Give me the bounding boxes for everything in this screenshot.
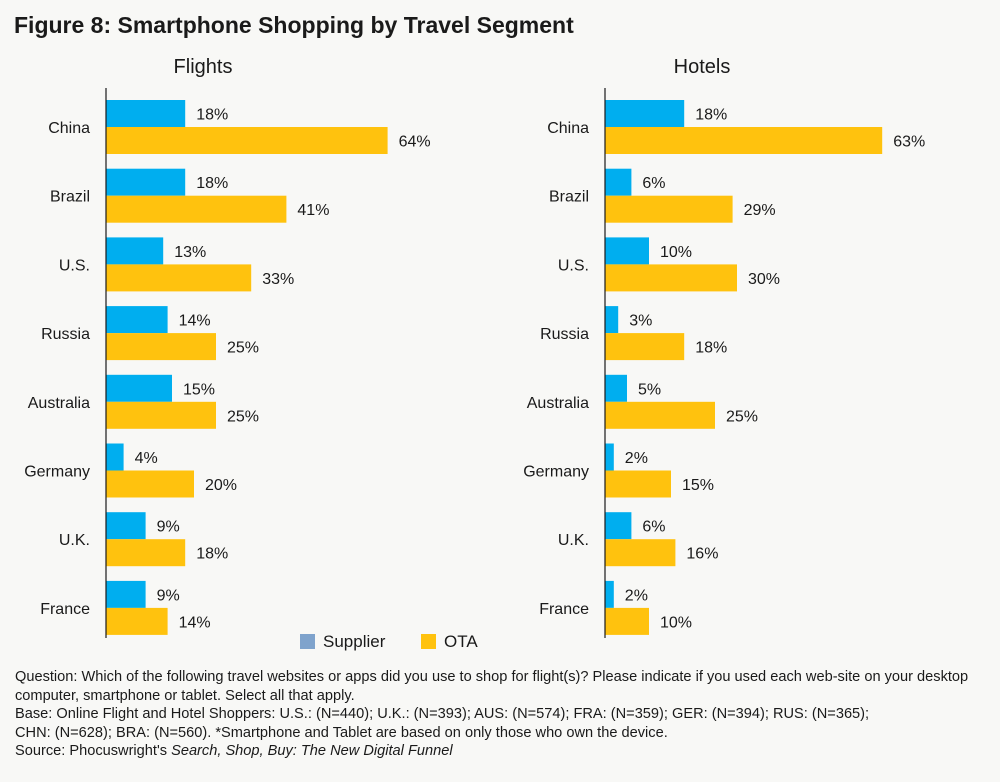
flights-supplier-value-u-s: 13%	[174, 244, 206, 261]
hotels-supplier-value-u-k: 6%	[642, 519, 665, 536]
flights-supplier-bar-u-k	[106, 512, 146, 540]
hotels-category-label-germany: Germany	[523, 464, 589, 481]
flights-supplier-bar-china	[106, 100, 186, 127]
flights-ota-bar-russia	[106, 333, 216, 361]
base-note-line-2: CHN: (N=628); BRA: (N=560). *Smartphone …	[15, 724, 668, 741]
hotels-ota-value-russia: 18%	[695, 340, 727, 357]
hotels-ota-bar-brazil	[605, 195, 733, 223]
source-prefix: Source: Phocuswright's	[15, 743, 172, 759]
flights-ota-bar-brazil	[106, 195, 287, 223]
hotels-ota-value-u-k: 16%	[686, 546, 718, 563]
hotels-ota-bar-u-k	[605, 539, 676, 567]
hotels-supplier-value-germany: 2%	[625, 450, 648, 467]
flights-category-label-u-k: U.K.	[59, 532, 90, 549]
flights-ota-bar-australia	[106, 401, 216, 429]
hotels-supplier-value-u-s: 10%	[660, 244, 692, 261]
flights-supplier-bar-u-s	[106, 237, 164, 265]
legend-label-supplier: Supplier	[323, 632, 386, 651]
hotels-supplier-value-china: 18%	[695, 107, 727, 124]
base-note-line-1: Base: Online Flight and Hotel Shoppers: …	[15, 706, 870, 722]
flights-ota-value-brazil: 41%	[297, 202, 329, 219]
flights-supplier-value-russia: 14%	[179, 313, 211, 330]
flights-supplier-value-u-k: 9%	[157, 519, 180, 536]
source-note: Source: Phocuswright's Search, Shop, Buy…	[15, 742, 990, 761]
hotels-supplier-value-france: 2%	[625, 587, 648, 604]
hotels-ota-bar-u-s	[605, 264, 737, 292]
hotels-category-label-u-k: U.K.	[558, 532, 589, 549]
hotels-supplier-bar-china	[605, 100, 685, 127]
flights-ota-bar-china	[106, 127, 388, 154]
flights-supplier-bar-australia	[106, 374, 172, 402]
flights-ota-value-australia: 25%	[227, 408, 259, 425]
legend-label-ota: OTA	[444, 632, 478, 651]
hotels-ota-bar-germany	[605, 470, 671, 498]
hotels-ota-value-u-s: 30%	[748, 271, 780, 288]
hotels-supplier-value-brazil: 6%	[642, 175, 665, 192]
flights-supplier-bar-russia	[106, 306, 168, 334]
figure-title: Figure 8: Smartphone Shopping by Travel …	[14, 12, 574, 38]
hotels-ota-value-china: 63%	[893, 134, 925, 151]
flights-supplier-value-france: 9%	[157, 587, 180, 604]
chart-area: Flights China 18% 64% Brazil 18% 41% U.S. 13% 33%…	[24, 56, 925, 651]
hotels-ota-value-brazil: 29%	[744, 202, 776, 219]
legend-swatch-ota	[421, 634, 436, 649]
flights-category-label-france: France	[40, 601, 90, 618]
flights-supplier-bar-brazil	[106, 168, 186, 196]
flights-category-label-brazil: Brazil	[50, 189, 90, 206]
flights-ota-bar-u-s	[106, 264, 252, 292]
flights-ota-bar-france	[106, 607, 168, 635]
hotels-supplier-bar-u-s	[605, 237, 649, 265]
flights-ota-value-germany: 20%	[205, 477, 237, 494]
hotels-category-label-china: China	[547, 120, 589, 137]
hotels-ota-value-germany: 15%	[682, 477, 714, 494]
flights-ota-value-u-k: 18%	[196, 546, 228, 563]
source-title: Search, Shop, Buy: The New Digital Funne…	[171, 743, 453, 759]
hotels-supplier-value-russia: 3%	[629, 313, 652, 330]
hotels-supplier-bar-australia	[605, 374, 627, 402]
hotels-category-label-u-s: U.S.	[558, 257, 589, 274]
flights-supplier-value-germany: 4%	[135, 450, 158, 467]
flights-category-label-russia: Russia	[41, 326, 90, 343]
hotels-ota-bar-china	[605, 127, 883, 154]
hotels-supplier-bar-france	[605, 580, 614, 608]
hotels-supplier-value-australia: 5%	[638, 381, 661, 398]
hotels-supplier-bar-u-k	[605, 512, 632, 540]
hotels-supplier-bar-germany	[605, 443, 614, 471]
hotels-panel-title: Hotels	[674, 56, 731, 78]
flights-ota-value-france: 14%	[179, 614, 211, 631]
flights-panel-title: Flights	[174, 56, 233, 78]
hotels-category-label-brazil: Brazil	[549, 189, 589, 206]
hotels-supplier-bar-brazil	[605, 168, 632, 196]
hotels-category-label-france: France	[539, 601, 589, 618]
flights-category-label-australia: Australia	[28, 395, 90, 412]
hotels-ota-value-australia: 25%	[726, 408, 758, 425]
flights-category-label-u-s: U.S.	[59, 257, 90, 274]
flights-ota-value-u-s: 33%	[262, 271, 294, 288]
hotels-ota-value-france: 10%	[660, 614, 692, 631]
hotels-category-label-russia: Russia	[540, 326, 589, 343]
flights-ota-bar-germany	[106, 470, 194, 498]
flights-ota-bar-u-k	[106, 539, 186, 567]
flights-supplier-bar-france	[106, 580, 146, 608]
legend-swatch-supplier	[300, 634, 315, 649]
hotels-supplier-bar-russia	[605, 306, 619, 334]
flights-ota-value-russia: 25%	[227, 340, 259, 357]
hotels-ota-bar-russia	[605, 333, 685, 361]
question-note: Question: Which of the following travel …	[15, 669, 969, 704]
flights-category-label-germany: Germany	[24, 464, 90, 481]
flights-ota-value-china: 64%	[399, 134, 431, 151]
hotels-ota-bar-australia	[605, 401, 715, 429]
flights-supplier-bar-germany	[106, 443, 124, 471]
flights-supplier-value-australia: 15%	[183, 381, 215, 398]
hotels-category-label-australia: Australia	[527, 395, 589, 412]
hotels-ota-bar-france	[605, 607, 649, 635]
flights-supplier-value-china: 18%	[196, 107, 228, 124]
flights-category-label-china: China	[48, 120, 90, 137]
flights-supplier-value-brazil: 18%	[196, 175, 228, 192]
footnotes: Question: Which of the following travel …	[15, 668, 990, 761]
